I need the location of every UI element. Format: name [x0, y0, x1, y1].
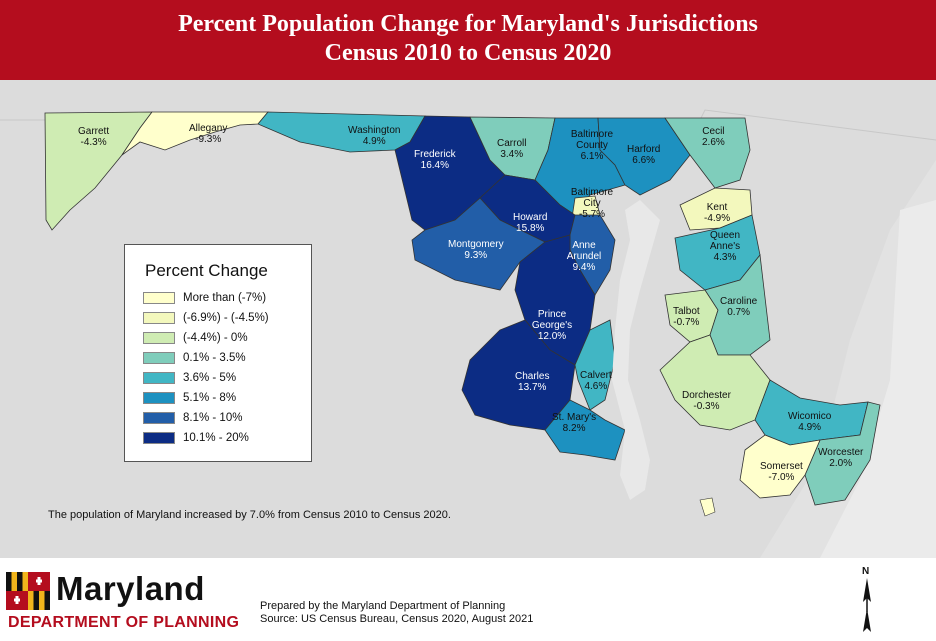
- label-carroll: Carroll 3.4%: [497, 138, 527, 160]
- county-prince-georges[interactable]: [514, 234, 596, 366]
- credit-text: Prepared by the Maryland Department of P…: [260, 600, 533, 626]
- legend-item: More than (-7%): [143, 291, 266, 305]
- label-calvert: Calvert 4.6%: [580, 370, 612, 392]
- legend-swatch: [143, 352, 175, 364]
- island: [699, 497, 716, 517]
- label-worcester: Worcester 2.0%: [818, 447, 864, 469]
- label-queen-annes: Queen Anne's 4.3%: [709, 230, 741, 263]
- legend-item: (-6.9%) - (-4.5%): [143, 311, 269, 325]
- logo-wordmark: Maryland: [56, 570, 205, 607]
- logo-subtitle: DEPARTMENT OF PLANNING: [8, 614, 240, 631]
- label-prince-georges: Prince George's 12.0%: [531, 309, 573, 342]
- label-allegany: Allegany -9.3%: [189, 123, 228, 145]
- legend-item: 3.6% - 5%: [143, 371, 236, 385]
- label-kent: Kent -4.9%: [704, 202, 731, 224]
- legend-swatch: [143, 392, 175, 404]
- label-caroline: Caroline 0.7%: [720, 296, 758, 318]
- label-cecil: Cecil 2.6%: [702, 126, 725, 148]
- county-calvert[interactable]: [574, 319, 616, 411]
- label-harford: Harford 6.6%: [627, 144, 661, 166]
- label-montgomery: Montgomery 9.3%: [448, 239, 504, 261]
- legend-swatch: [143, 312, 175, 324]
- maryland-planning-logo: Maryland DEPARTMENT OF PLANNING: [6, 566, 246, 638]
- map-area: Garrett -4.3% Allegany -9.3% Washington 4.9…: [0, 80, 936, 558]
- label-dorchester: Dorchester -0.3%: [682, 390, 731, 412]
- credit-line-prepared: Prepared by the Maryland Department of P…: [260, 600, 506, 612]
- chesapeake-bay: [612, 200, 660, 500]
- legend-title: Percent Change: [145, 261, 268, 280]
- legend-item: 10.1% - 20%: [143, 431, 249, 445]
- maryland-map: [0, 80, 936, 558]
- county-somerset[interactable]: [739, 434, 821, 499]
- legend-label: 10.1% - 20%: [183, 432, 249, 444]
- maryland-flag-icon: [6, 572, 50, 610]
- legend-swatch: [143, 372, 175, 384]
- summary-note: The population of Maryland increased by …: [48, 509, 451, 521]
- label-somerset: Somerset -7.0%: [760, 461, 803, 483]
- label-howard: Howard 15.8%: [513, 212, 548, 234]
- legend-swatch: [143, 292, 175, 304]
- label-baltimore-city: Baltimore City -5.7%: [570, 187, 614, 220]
- legend-label: 8.1% - 10%: [183, 412, 243, 424]
- legend-label: 3.6% - 5%: [183, 372, 237, 384]
- label-baltimore-county: Baltimore County 6.1%: [570, 129, 614, 162]
- county-worcester[interactable]: [804, 401, 881, 506]
- label-washington: Washington 4.9%: [348, 125, 401, 147]
- label-frederick: Frederick 16.4%: [414, 149, 456, 171]
- label-garrett: Garrett -4.3%: [78, 126, 110, 148]
- ocean: [820, 200, 936, 558]
- title-bar: Percent Population Change for Maryland's…: [0, 0, 936, 80]
- north-label: N: [862, 566, 870, 577]
- north-arrow-icon: [863, 578, 871, 632]
- legend-label: (-4.4%) - 0%: [183, 332, 248, 344]
- legend-label: 5.1% - 8%: [183, 392, 237, 404]
- legend-swatch: [143, 412, 175, 424]
- label-charles: Charles 13.7%: [515, 371, 550, 393]
- map-title: Percent Population Change for Maryland's…: [178, 11, 758, 37]
- legend-label: 0.1% - 3.5%: [183, 352, 246, 364]
- credit-line-source: Source: US Census Bureau, Census 2020, A…: [260, 613, 534, 625]
- north-arrow: N: [856, 566, 878, 632]
- legend-swatch: [143, 332, 175, 344]
- legend-item: 5.1% - 8%: [143, 391, 236, 405]
- legend-label: (-6.9%) - (-4.5%): [183, 312, 269, 324]
- legend-item: 8.1% - 10%: [143, 411, 242, 425]
- legend: Percent Change More than (-7%) (-6.9%) -…: [124, 244, 312, 462]
- legend-item: 0.1% - 3.5%: [143, 351, 246, 365]
- footer: Maryland DEPARTMENT OF PLANNING Prepared…: [0, 558, 936, 641]
- label-wicomico: Wicomico 4.9%: [788, 411, 832, 433]
- legend-item: (-4.4%) - 0%: [143, 331, 248, 345]
- county-cecil[interactable]: [664, 117, 751, 189]
- legend-swatch: [143, 432, 175, 444]
- label-anne-arundel: Anne Arundel 9.4%: [566, 240, 602, 273]
- label-talbot: Talbot -0.7%: [673, 306, 700, 328]
- legend-label: More than (-7%): [183, 292, 267, 304]
- map-subtitle: Census 2010 to Census 2020: [324, 40, 612, 66]
- label-st-marys: St. Mary's 8.2%: [552, 412, 597, 434]
